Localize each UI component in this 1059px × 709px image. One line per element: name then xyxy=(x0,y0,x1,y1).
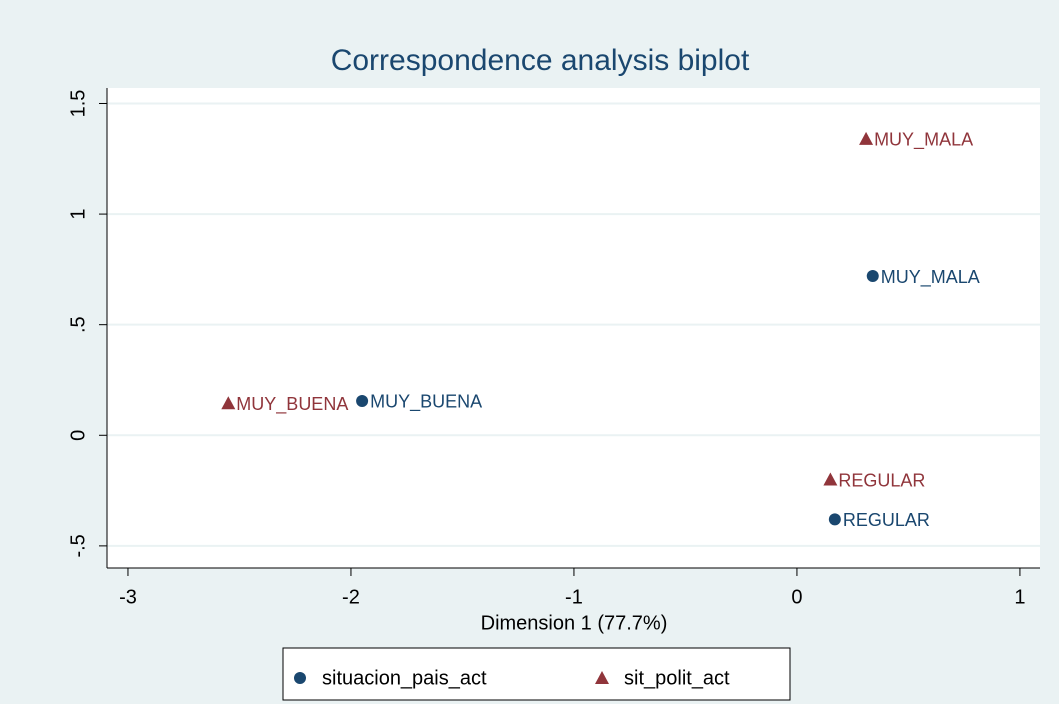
x-tick-label: 0 xyxy=(791,586,802,608)
marker xyxy=(866,270,879,283)
marker xyxy=(828,513,841,526)
marker xyxy=(221,396,236,410)
y-tick-label: .5 xyxy=(67,316,89,333)
marker xyxy=(356,394,369,407)
point-label: MUY_BUENA xyxy=(236,394,348,415)
y-tick-label: 1.5 xyxy=(67,90,89,118)
point-label: REGULAR xyxy=(843,510,930,530)
point-label: REGULAR xyxy=(838,470,925,490)
x-tick-label: 1 xyxy=(1014,586,1025,608)
y-tick-label: 1 xyxy=(67,209,89,220)
marker xyxy=(823,472,838,486)
legend-label: situacion_pais_act xyxy=(322,667,487,689)
y-tick-label: -.5 xyxy=(67,534,89,557)
legend-marker xyxy=(595,671,609,684)
point-label: MUY_MALA xyxy=(874,130,973,151)
x-axis-label: Dimension 1 (77.7%) xyxy=(481,612,668,634)
legend-box xyxy=(282,647,791,701)
y-tick-label: 0 xyxy=(67,430,89,441)
point-label: MUY_BUENA xyxy=(370,392,482,413)
chart-title: Correspondence analysis biplot xyxy=(331,44,750,77)
x-tick-label: -1 xyxy=(565,586,583,608)
point-label: MUY_MALA xyxy=(881,267,980,288)
x-tick-label: -3 xyxy=(119,586,137,608)
x-tick-label: -2 xyxy=(342,586,360,608)
legend-marker xyxy=(294,672,306,684)
marker xyxy=(859,131,874,145)
plot-area xyxy=(107,88,1040,568)
legend-label: sit_polit_act xyxy=(624,667,730,689)
